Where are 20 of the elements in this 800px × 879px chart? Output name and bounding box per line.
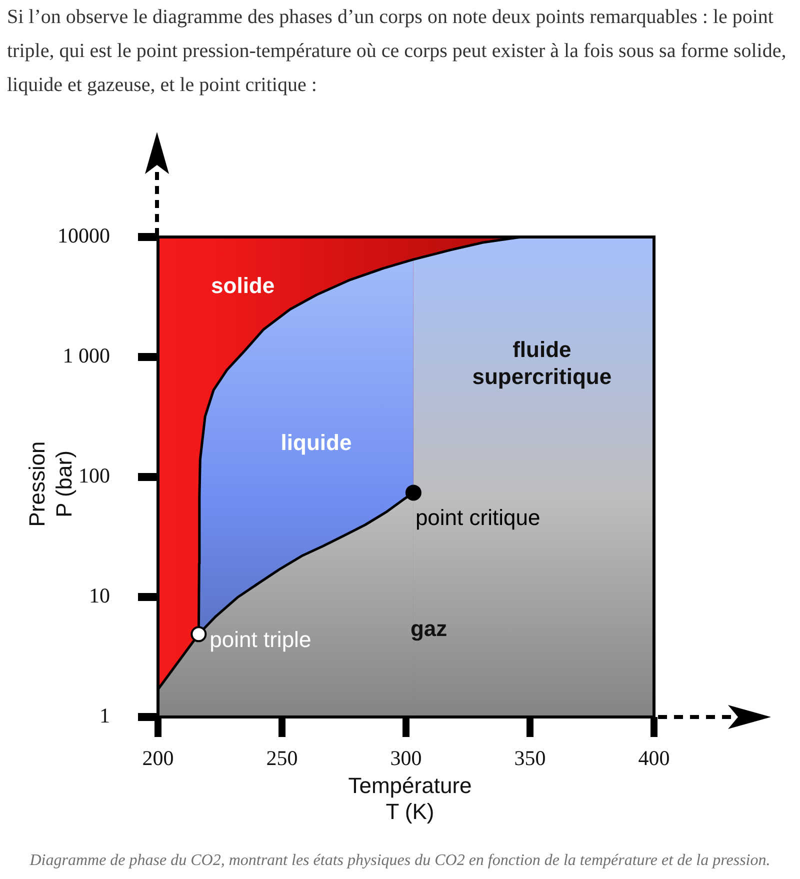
x-tick-label: 400 — [638, 746, 670, 770]
y-tick-label: 100 — [78, 464, 110, 488]
y-tick-label: 10 — [89, 584, 110, 608]
x-tick-label: 300 — [390, 746, 422, 770]
y-tick-label: 1 — [100, 704, 110, 728]
series-label: point critique — [415, 504, 540, 530]
y-tick-label: 10000 — [58, 224, 110, 248]
annotation: gaz — [410, 616, 448, 642]
text: Diagramme de phase du CO2, montrant les états physiques du CO2 en fonction de la température et de la pression. — [28, 852, 772, 870]
x-axis-title: Température T (K) — [348, 773, 472, 824]
x-tick-label: 250 — [266, 746, 298, 770]
annotation: solide — [211, 272, 275, 298]
annotation: liquide — [280, 430, 352, 455]
y-tick-label: 1 000 — [62, 344, 110, 368]
x-tick-label: 200 — [142, 746, 174, 770]
y-axis-title: Pression P (bar) — [24, 441, 77, 527]
x-tick-label: 350 — [514, 746, 546, 770]
series-label: point triple — [210, 627, 312, 652]
annotation: fluide supercritique — [472, 336, 612, 389]
chart-title: Si l’on observe le diagramme des phases d’un corps on note deux points remarquables : le point triple, qui est le point pression-température où ce corps peut exister à la fois sous sa forme solide, liquide et gazeuse, et le point critique : — [7, 5, 788, 98]
